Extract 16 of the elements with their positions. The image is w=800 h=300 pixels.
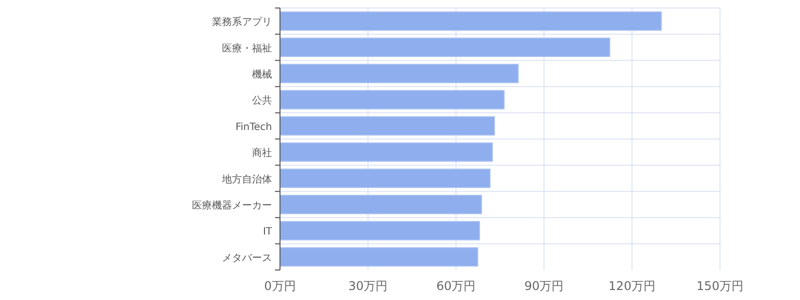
x-tick-label: 150万円: [696, 279, 744, 293]
x-tick-label: 60万円: [436, 279, 476, 293]
y-tick-label: 医療・福祉: [222, 42, 272, 54]
x-tick-label: 90万円: [524, 279, 564, 293]
y-tick-label: 医療機器メーカー: [192, 200, 272, 212]
y-tick-label: メタバース: [222, 252, 272, 264]
y-tick-label: 業務系アプリ: [212, 16, 272, 28]
x-tick-label: 30万円: [348, 279, 388, 293]
x-tick-label: 0万円: [264, 279, 296, 293]
y-tick-label: 公共: [252, 94, 272, 107]
y-tick-label: 商社: [252, 147, 272, 160]
y-tick-label: 地方自治体: [221, 173, 272, 186]
y-tick-label: FinTech: [235, 122, 272, 133]
x-tick-label: 120万円: [608, 279, 656, 293]
y-tick-label: IT: [262, 226, 273, 238]
y-tick-label: 機械: [252, 68, 272, 80]
